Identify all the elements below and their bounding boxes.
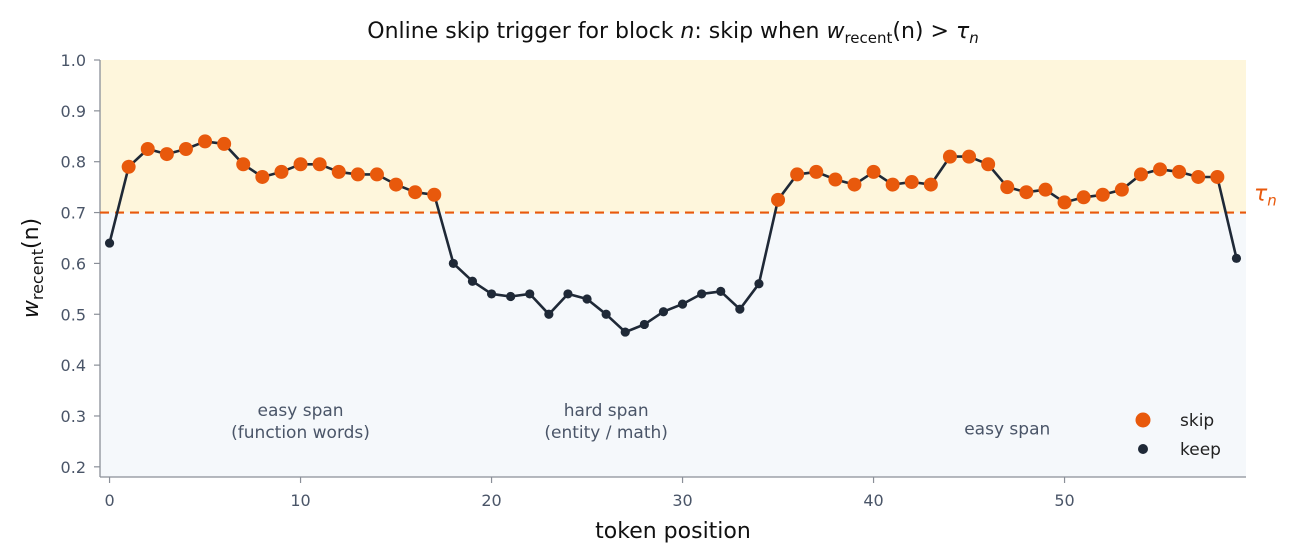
skip-point (427, 187, 442, 202)
y-tick-label: 0.3 (61, 407, 86, 426)
keep-point (544, 309, 554, 319)
legend: skip keep (1135, 411, 1221, 460)
x-tick-label: 20 (481, 491, 501, 510)
skip-point (236, 157, 251, 172)
x-tick-label: 30 (672, 491, 692, 510)
y-tick-label: 0.5 (61, 305, 86, 324)
skip-point (866, 164, 881, 179)
keep-point (525, 289, 535, 299)
skip-point (847, 177, 862, 192)
annotation-text: easy span (964, 420, 1050, 440)
y-tick-label: 0.6 (61, 254, 86, 273)
keep-point (716, 286, 726, 296)
keep-point (467, 276, 478, 286)
y-tick-label: 0.9 (61, 102, 86, 121)
axes: 0.2 0.3 0.4 0.5 0.6 0.7 0.8 0.9 1.0 0 10 20 30 40 50 (61, 51, 1246, 510)
y-tick-label: 0.8 (61, 153, 86, 172)
threshold-label: τn (1254, 182, 1277, 210)
skip-point (1191, 169, 1206, 184)
annotation-text: easy span (258, 401, 344, 421)
skip-point (331, 164, 346, 179)
skip-point (981, 157, 996, 172)
keep-point (658, 307, 669, 317)
annotation-text: hard span (564, 401, 649, 421)
skip-point (809, 164, 824, 179)
legend-label-keep: keep (1180, 440, 1221, 460)
skip-point (1153, 162, 1168, 177)
skip-point (962, 149, 977, 164)
legend-marker-skip (1135, 412, 1151, 428)
skip-point (1038, 182, 1053, 197)
keep-point (735, 304, 745, 314)
annotations: easy span(function words)hard span(entit… (231, 401, 1050, 443)
skip-point (274, 164, 289, 179)
skip-point (198, 134, 213, 149)
skip-point (1076, 190, 1091, 205)
skip-point (1210, 169, 1225, 184)
x-tick-label: 0 (104, 491, 114, 510)
skip-point (312, 157, 327, 172)
keep-point (506, 291, 516, 302)
skip-point (1133, 167, 1148, 182)
skip-point (217, 136, 232, 151)
skip-point (942, 149, 957, 164)
skip-point (159, 147, 174, 162)
skip-point (369, 167, 384, 182)
series (104, 134, 1242, 337)
skip-point (1114, 182, 1129, 197)
threshold-regions (100, 60, 1246, 477)
chart-title: Online skip trigger for block n: skip wh… (367, 19, 978, 47)
x-tick-label: 50 (1054, 491, 1074, 510)
x-tick-label: 40 (863, 491, 883, 510)
legend-marker-keep (1138, 444, 1148, 454)
keep-point (677, 299, 688, 309)
x-axis-label: token position (595, 519, 751, 544)
keep-point (563, 289, 573, 299)
keep-region (100, 212, 1246, 477)
skip-point (885, 177, 900, 192)
keep-point (697, 289, 707, 299)
y-tick-label: 0.7 (61, 204, 86, 223)
y-axis-label: wrecent(n) (19, 218, 47, 318)
skip-point (389, 177, 404, 192)
skip-point (178, 141, 193, 156)
skip-point (904, 175, 919, 190)
skip-point (121, 159, 136, 174)
y-tick-label: 0.4 (61, 356, 86, 375)
skip-point (771, 192, 786, 207)
keep-point (582, 294, 592, 304)
skip-point (1095, 187, 1110, 202)
skip-point (1000, 180, 1015, 195)
legend-label-skip: skip (1180, 411, 1214, 431)
skip-region (100, 60, 1246, 213)
x-tick-label: 10 (290, 491, 310, 510)
skip-point (293, 157, 308, 172)
skip-point (828, 172, 843, 187)
skip-point (350, 167, 365, 182)
keep-point (486, 289, 497, 299)
keep-point (620, 327, 630, 337)
skip-point (255, 169, 270, 184)
skip-point (408, 185, 423, 200)
skip-point (1172, 164, 1187, 179)
keep-point (1231, 253, 1242, 263)
annotation-text: (function words) (231, 423, 370, 443)
y-tick-label: 0.2 (61, 458, 86, 477)
keep-point (639, 319, 649, 330)
skip-point (790, 167, 805, 182)
y-tick-label: 1.0 (61, 51, 86, 70)
skip-point (140, 141, 155, 156)
skip-point (1057, 195, 1072, 210)
keep-point (754, 279, 764, 289)
annotation-text: (entity / math) (544, 423, 668, 443)
keep-point (104, 238, 115, 248)
skip-point (923, 177, 938, 192)
threshold: τn (100, 182, 1277, 214)
keep-point (601, 309, 611, 319)
keep-point (448, 258, 458, 269)
skip-point (1019, 185, 1034, 200)
